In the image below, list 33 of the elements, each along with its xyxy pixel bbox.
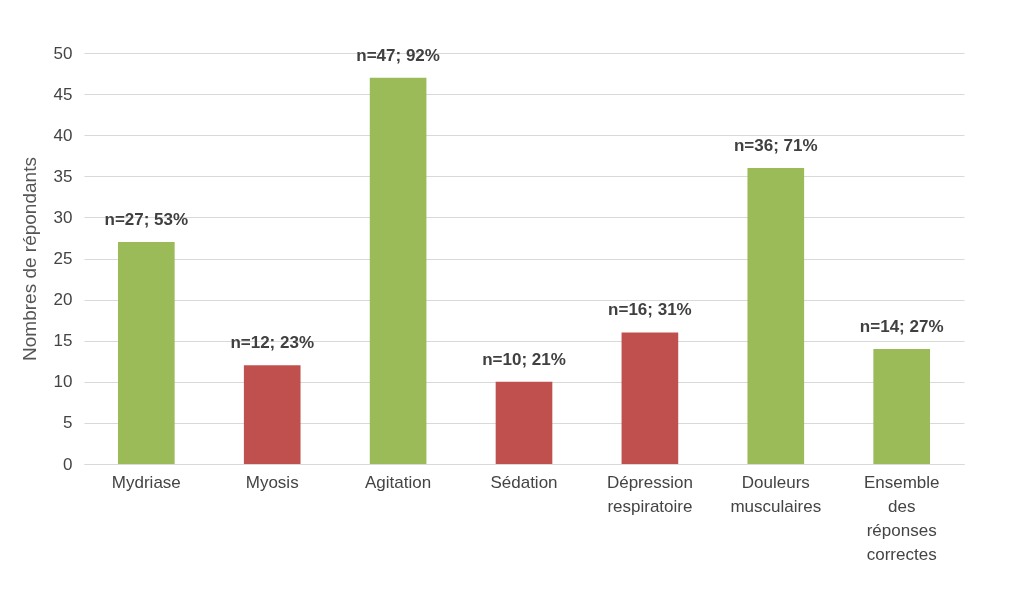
data-label: n=10; 21% bbox=[482, 349, 566, 369]
y-tick-label: 45 bbox=[53, 84, 73, 104]
x-tick-label: Mydriase bbox=[111, 472, 181, 492]
bar bbox=[621, 332, 679, 464]
data-label: n=16; 31% bbox=[608, 300, 692, 320]
data-label: n=47; 92% bbox=[356, 45, 440, 65]
y-tick-label: 35 bbox=[53, 166, 73, 186]
x-tick-label: Myosis bbox=[245, 472, 299, 492]
data-label: n=36; 71% bbox=[733, 136, 818, 156]
data-label: n=12; 23% bbox=[230, 333, 315, 353]
bar bbox=[243, 365, 301, 464]
y-tick-label: 30 bbox=[53, 207, 73, 227]
bar bbox=[873, 348, 931, 464]
bar bbox=[117, 242, 175, 464]
x-tick-label: Douleurs musculaires bbox=[730, 472, 822, 516]
bar bbox=[495, 381, 553, 464]
y-tick-label: 0 bbox=[63, 454, 73, 474]
data-label: n=14; 27% bbox=[859, 316, 944, 336]
y-tick-label: 25 bbox=[53, 249, 73, 268]
y-tick-label: 40 bbox=[53, 125, 73, 145]
x-tick-label: Sédation bbox=[490, 472, 558, 492]
data-label: n=27; 53% bbox=[104, 210, 189, 230]
x-tick-label: Ensemble des réponses correctes bbox=[863, 472, 940, 564]
bar bbox=[747, 168, 805, 464]
y-axis-title: Nombres de répondants bbox=[18, 157, 40, 361]
y-tick-label: 15 bbox=[53, 331, 73, 351]
y-tick-label: 20 bbox=[53, 290, 73, 310]
x-tick-label: Dépression respiratoire bbox=[606, 472, 693, 516]
y-tick-label: 10 bbox=[53, 372, 73, 392]
y-tick-label: 50 bbox=[53, 43, 73, 63]
bar bbox=[369, 77, 427, 464]
y-tick-label: 5 bbox=[63, 413, 73, 433]
x-tick-label: Agitation bbox=[365, 472, 432, 492]
